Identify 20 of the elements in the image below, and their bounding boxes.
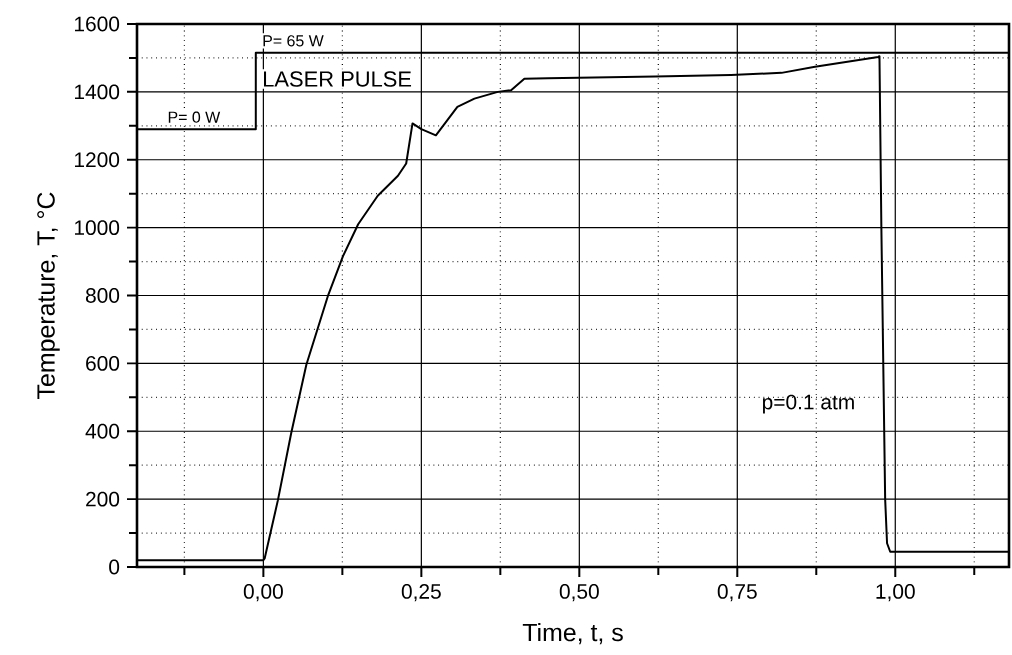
x-tick-label: 0,75: [717, 584, 757, 602]
x-axis-title: Time, t, s: [522, 622, 623, 645]
x-tick-label: 0,25: [401, 584, 441, 602]
x-tick-label: 0,00: [243, 584, 283, 602]
y-tick-label: 400: [85, 423, 120, 439]
y-tick-label: 1200: [75, 152, 120, 168]
series-label: LASER PULSE: [264, 71, 412, 87]
annotation: p=0.1 atm: [762, 394, 854, 414]
x-tick-label: 1,00: [876, 584, 915, 602]
y-tick-label: 1600: [75, 16, 120, 32]
y-tick-label: 600: [86, 355, 120, 371]
x-tick-label: 0,50: [559, 584, 599, 602]
y-tick-label: 1400: [75, 84, 120, 100]
y-tick-label: 1000: [75, 220, 120, 236]
y-axis-title: Temperature, T, °C: [37, 192, 60, 399]
annotation: P= 0 W: [168, 111, 221, 123]
annotation: P= 65 W: [263, 35, 324, 47]
y-tick-label: 200: [86, 491, 120, 507]
y-tick-label: 800: [85, 288, 120, 303]
y-tick-label: 0: [109, 559, 120, 575]
